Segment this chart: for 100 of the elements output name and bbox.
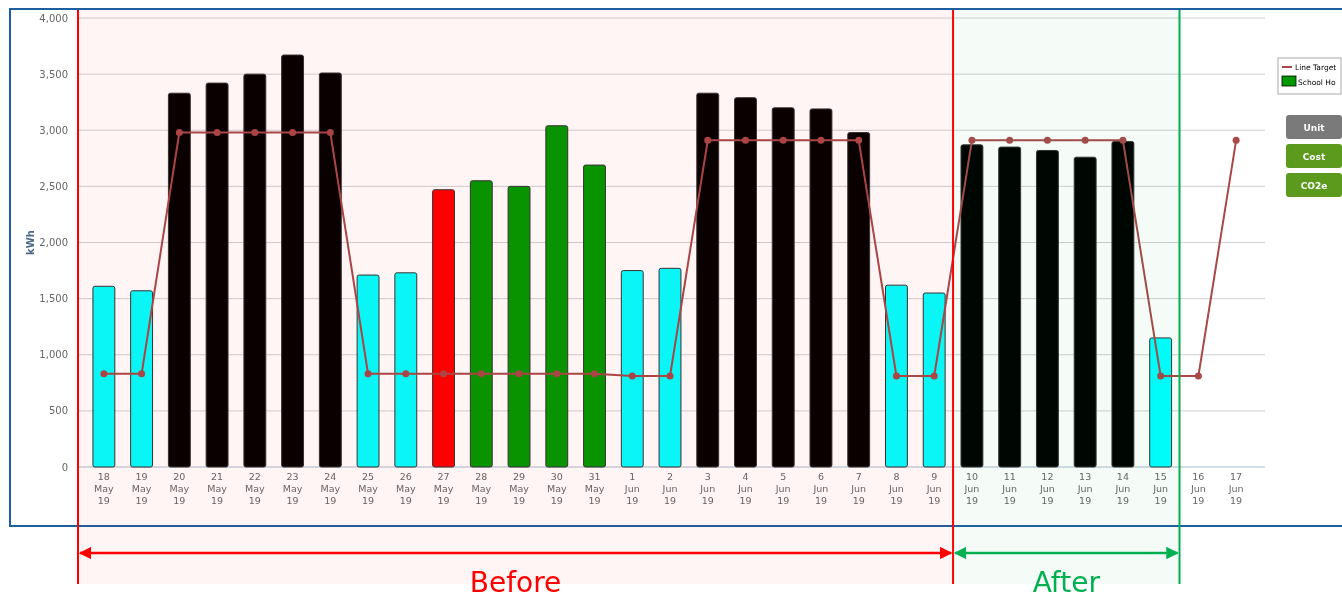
bar bbox=[507, 185, 531, 468]
point bbox=[666, 372, 674, 380]
point bbox=[1119, 136, 1127, 144]
bar bbox=[356, 274, 380, 468]
bar bbox=[545, 125, 569, 468]
point bbox=[1006, 136, 1014, 144]
bar bbox=[1111, 140, 1135, 468]
bar bbox=[847, 132, 871, 468]
x-tick-label: 18 May 19 bbox=[94, 471, 115, 506]
bar bbox=[130, 290, 154, 468]
x-tick-label: 21 May 19 bbox=[207, 471, 228, 506]
bar bbox=[809, 108, 833, 468]
x-tick-label: 1 Jun 19 bbox=[623, 471, 640, 506]
bar bbox=[243, 73, 267, 468]
y-tick-label: 1,000 bbox=[39, 349, 68, 361]
bar bbox=[696, 92, 720, 468]
x-tick-label: 25 May 19 bbox=[358, 471, 379, 506]
x-tick-label: 26 May 19 bbox=[395, 471, 416, 506]
bar bbox=[1073, 156, 1097, 468]
point bbox=[855, 136, 863, 144]
y-tick-label: 4,000 bbox=[39, 12, 68, 24]
x-tick-label: 13 Jun 19 bbox=[1076, 471, 1093, 506]
x-tick-label: 29 May 19 bbox=[509, 471, 530, 506]
bar bbox=[583, 164, 606, 468]
point bbox=[1194, 372, 1202, 380]
point bbox=[1232, 136, 1240, 144]
y-tick-label: 2,000 bbox=[39, 237, 68, 248]
x-tick-label: 23 May 19 bbox=[282, 471, 303, 506]
point bbox=[892, 372, 900, 380]
y-tick-label: 3,500 bbox=[39, 68, 68, 80]
point bbox=[402, 370, 410, 378]
x-tick-label: 14 Jun 19 bbox=[1114, 471, 1131, 506]
point bbox=[817, 136, 825, 144]
point bbox=[515, 370, 523, 378]
point bbox=[251, 129, 259, 136]
point bbox=[213, 129, 221, 136]
point bbox=[553, 370, 561, 378]
x-tick-label: 22 May 19 bbox=[245, 471, 266, 506]
point bbox=[364, 370, 372, 378]
bar bbox=[432, 189, 455, 468]
x-tick-label: 6 Jun 19 bbox=[812, 471, 829, 506]
x-tick-label: 28 May 19 bbox=[471, 471, 492, 506]
bar bbox=[1149, 337, 1173, 468]
x-tick-label: 12 Jun 19 bbox=[1039, 471, 1055, 506]
point bbox=[628, 372, 636, 380]
y-tick-label: 3,000 bbox=[39, 124, 68, 136]
bar bbox=[1035, 149, 1059, 468]
x-tick-label: 3 Jun 19 bbox=[699, 471, 716, 506]
point bbox=[326, 129, 334, 136]
x-tick-label: 27 May 19 bbox=[433, 471, 454, 506]
bar bbox=[394, 272, 418, 468]
x-tick-label: 31 May 19 bbox=[584, 471, 605, 506]
y-tick-label: 2,500 bbox=[39, 180, 68, 192]
y-axis-title: kWh bbox=[25, 230, 36, 255]
point bbox=[1081, 136, 1089, 144]
band-label: Before bbox=[469, 566, 562, 596]
x-tick-label: 9 Jun 19 bbox=[925, 471, 942, 506]
x-tick-label: 4 Jun 19 bbox=[737, 471, 753, 506]
x-tick-label: 8 Jun 19 bbox=[888, 471, 904, 506]
point bbox=[440, 370, 448, 378]
point bbox=[930, 372, 938, 380]
text: Cost bbox=[1302, 152, 1326, 162]
bar bbox=[922, 292, 946, 468]
text: CO2e bbox=[1300, 181, 1328, 191]
bar bbox=[167, 92, 191, 468]
x-tick-label: 10 Jun 19 bbox=[963, 471, 980, 506]
x-tick-label: 20 May 19 bbox=[169, 471, 190, 506]
point bbox=[1043, 136, 1051, 144]
point bbox=[779, 136, 787, 144]
y-tick-label: 500 bbox=[48, 405, 68, 417]
point bbox=[100, 370, 108, 378]
point bbox=[138, 370, 146, 378]
x-tick-label: 24 May 19 bbox=[320, 471, 341, 506]
point bbox=[968, 136, 976, 144]
band-label: After bbox=[1032, 566, 1101, 596]
point bbox=[175, 129, 183, 136]
bar bbox=[205, 82, 229, 468]
y-tick-label: 0 bbox=[61, 461, 68, 473]
bar bbox=[620, 270, 644, 468]
bar bbox=[658, 267, 682, 468]
point bbox=[477, 370, 485, 378]
bar bbox=[318, 72, 342, 468]
point bbox=[741, 136, 749, 144]
bar bbox=[734, 97, 757, 468]
x-tick-label: 5 Jun 19 bbox=[774, 471, 791, 506]
bar bbox=[885, 284, 908, 468]
point bbox=[289, 129, 297, 136]
bar bbox=[92, 285, 116, 468]
y-tick-label: 1,500 bbox=[39, 293, 68, 305]
x-tick-label: 17 Jun 19 bbox=[1227, 471, 1244, 506]
bar bbox=[281, 54, 305, 468]
bar bbox=[998, 146, 1022, 468]
point bbox=[591, 370, 599, 378]
x-tick-label: 19 May 19 bbox=[131, 471, 152, 506]
x-tick-label: 2 Jun 19 bbox=[661, 471, 678, 506]
text: Unit bbox=[1303, 123, 1326, 133]
bar bbox=[469, 180, 493, 468]
point bbox=[1157, 372, 1165, 380]
x-tick-label: 11 Jun 19 bbox=[1001, 471, 1018, 506]
x-tick-label: 30 May 19 bbox=[546, 471, 567, 506]
